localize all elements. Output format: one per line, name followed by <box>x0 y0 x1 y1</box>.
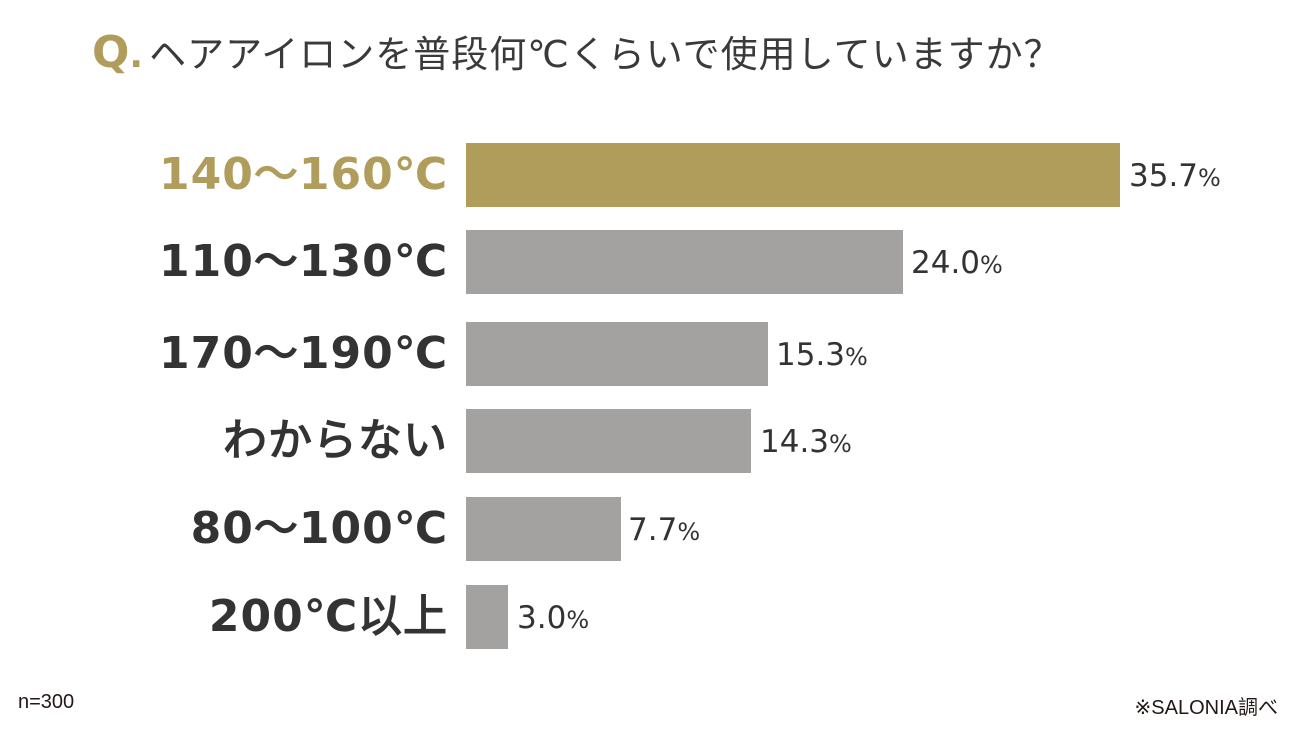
question-mark-dot: . <box>129 35 144 76</box>
bar-row: わからない 14.3% <box>0 409 1300 473</box>
value-label: 24.0% <box>911 245 1003 281</box>
bar <box>466 322 768 386</box>
value-label: 35.7% <box>1129 158 1221 194</box>
bar-row: 140〜160℃ 35.7% <box>0 143 1300 207</box>
chart-title: Q . ヘアアイロンを普段何℃くらいで使用していますか？ <box>92 24 1062 84</box>
bar <box>466 409 751 473</box>
question-text: ヘアアイロンを普段何℃くらいで使用していますか？ <box>149 33 1062 76</box>
bar <box>466 497 621 561</box>
category-label: 110〜130℃ <box>159 236 448 287</box>
category-label: 140〜160℃ <box>159 149 448 200</box>
bar-row: 80〜100℃ 7.7% <box>0 497 1300 561</box>
category-label: 80〜100℃ <box>190 503 448 554</box>
category-label: 170〜190℃ <box>159 328 448 379</box>
value-label: 15.3% <box>776 337 868 373</box>
category-label: 200℃以上 <box>208 591 448 642</box>
category-label: わからない <box>223 415 448 466</box>
value-label: 14.3% <box>760 424 852 460</box>
sample-size-note: n=300 <box>18 691 75 713</box>
bar <box>466 143 1120 207</box>
bar-row: 170〜190℃ 15.3% <box>0 322 1300 386</box>
source-note: ※SALONIA調べ <box>1134 697 1278 719</box>
question-mark-q: Q <box>92 27 130 78</box>
bar <box>466 230 903 294</box>
bar-row: 110〜130℃ 24.0% <box>0 230 1300 294</box>
bar <box>466 585 508 649</box>
bar-row: 200℃以上 3.0% <box>0 585 1300 649</box>
value-label: 3.0% <box>517 600 590 636</box>
value-label: 7.7% <box>628 512 701 548</box>
